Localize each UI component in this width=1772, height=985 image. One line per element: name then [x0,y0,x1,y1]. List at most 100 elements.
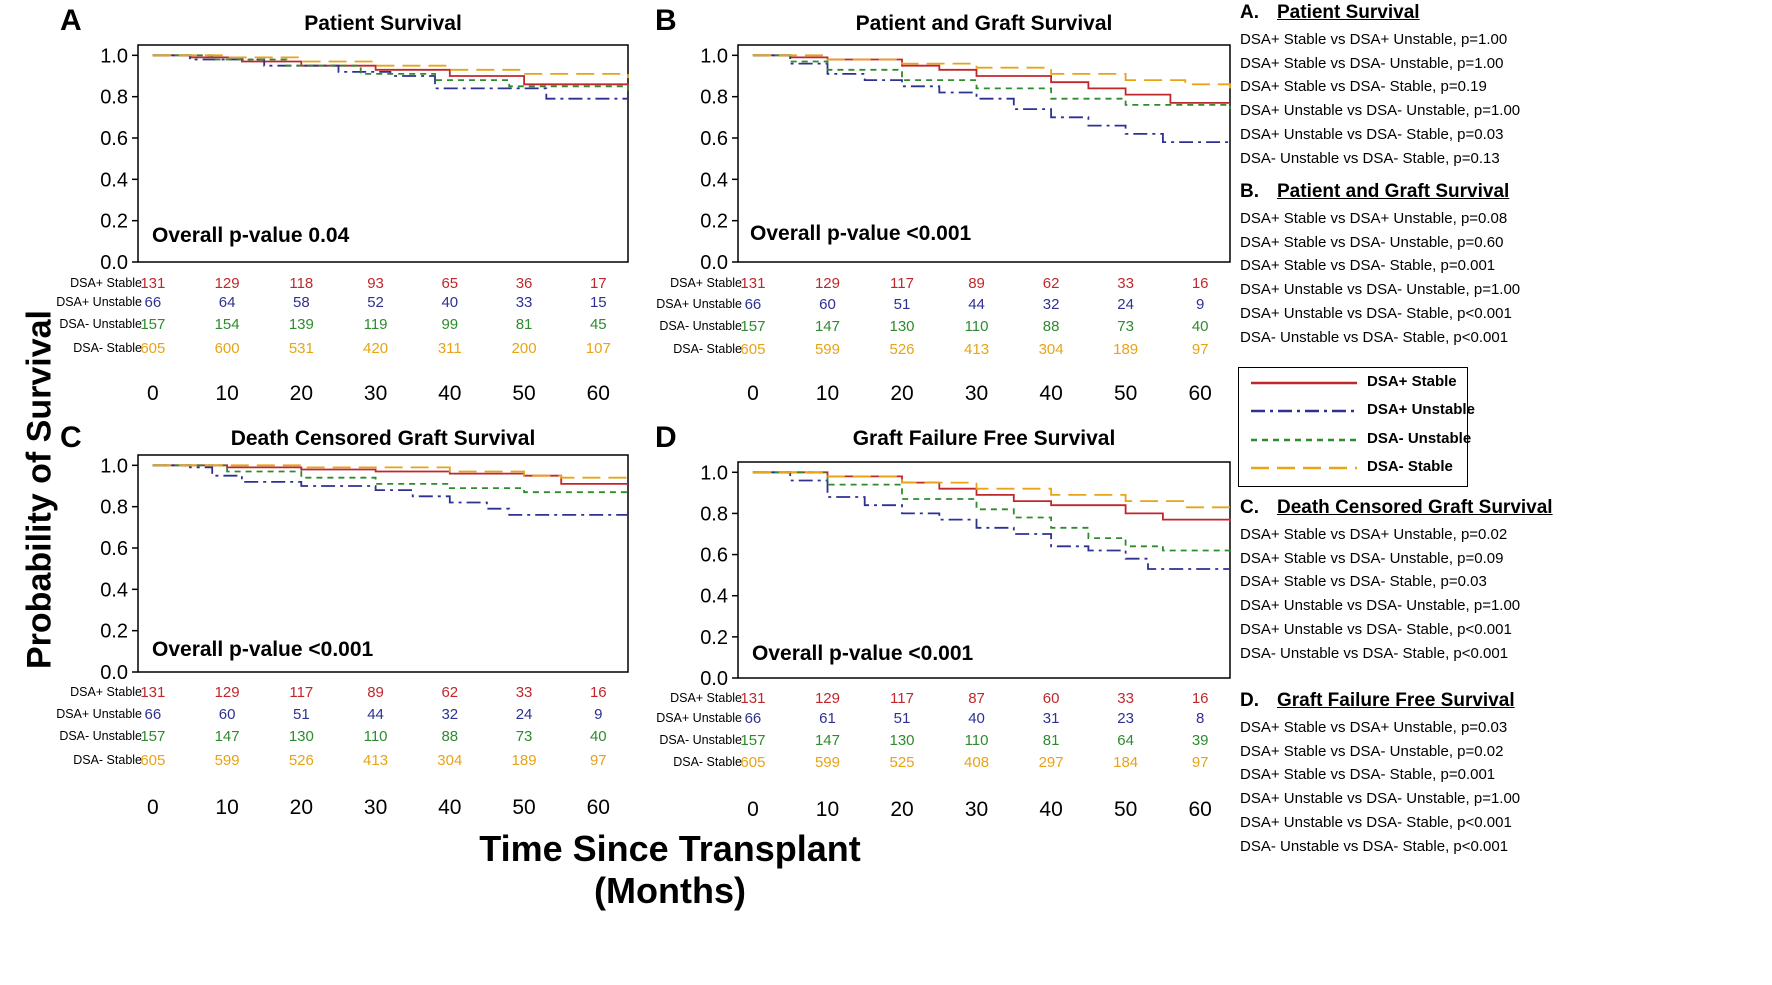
risk-count: 60 [1043,690,1060,707]
y-tick-label: 0.2 [700,211,728,233]
curve-dsa-plus-unstable [152,54,628,100]
legend-label: DSA- Stable [1367,458,1453,475]
curve-dsa-plus-stable [752,54,1230,104]
y-tick-label: 0.4 [100,169,128,191]
risk-count: 117 [890,690,914,707]
risk-count: 119 [364,316,388,333]
stats-panel-b: B. Patient and Graft Survival DSA+ Stable… [1240,181,1570,349]
risk-count: 304 [1039,341,1064,358]
risk-row-label: DSA- Unstable [659,319,742,333]
risk-count: 62 [1043,275,1060,292]
risk-count: 107 [586,340,611,357]
x-tick-label: 50 [1114,798,1137,821]
risk-count: 129 [815,690,840,707]
panel-d: D Graft Failure Free Survival 0.0 0.2 0.4 0.6… [655,421,1231,821]
risk-count: 526 [289,752,314,769]
risk-count: 66 [745,710,762,727]
risk-count: 189 [1113,341,1138,358]
x-tick-label: 40 [438,382,461,405]
risk-count: 15 [590,294,607,311]
risk-row-label: DSA+ Stable [70,276,142,290]
risk-count: 413 [964,341,989,358]
stats-row: DSA- Unstable vs DSA- Stable, p<0.001 [1240,644,1509,662]
curve-dsa-stable [752,471,1231,512]
plot-frame [737,44,1231,263]
x-axis-title: Time Since Transplant (Months) [479,828,861,911]
risk-count: 131 [140,684,165,701]
panel-a: A Patient Survival 0.0 0.2 0.4 0.6 0.8 1.0 Overa… [56,4,629,405]
risk-count: 110 [364,728,388,745]
stats-letter-d: D. [1240,690,1259,711]
curve-dsa-plus-stable [152,464,628,485]
stats-row: DSA+ Stable vs DSA- Unstable, p=1.00 [1240,54,1504,72]
risk-count: 62 [441,684,458,701]
x-tick-label: 60 [587,382,610,405]
legend-line-dsa-plus-unstable [1251,409,1357,413]
stats-heading-b: B. Patient and Graft Survival [1240,181,1570,203]
risk-count: 16 [590,684,607,701]
risk-count: 24 [516,706,533,723]
risk-count: 599 [815,754,840,771]
stats-panel-a: A. Patient Survival DSA+ Stable vs DSA+ U… [1240,2,1570,170]
risk-count: 599 [815,341,840,358]
risk-count: 117 [890,275,914,292]
x-tick-label: 0 [747,382,759,405]
curve-dsa-unstable [752,471,1231,555]
y-tick-label: 0.4 [700,586,728,608]
legend-line-dsa-minus-stable [1251,466,1357,470]
stats-heading-a: A. Patient Survival [1240,2,1570,24]
x-tick-label: 60 [1189,798,1212,821]
stats-row: DSA+ Stable vs DSA- Unstable, p=0.09 [1240,549,1504,567]
y-tick-label: 0.2 [100,621,128,643]
risk-count: 131 [740,690,765,707]
stats-row: DSA+ Unstable vs DSA- Stable, p<0.001 [1240,813,1512,831]
panel-letter: C [60,421,82,454]
stats-row: DSA+ Stable vs DSA- Unstable, p=0.02 [1240,742,1504,760]
risk-count: 526 [889,341,914,358]
x-tick-label: 40 [1039,798,1062,821]
risk-count: 189 [512,752,537,769]
risk-count: 66 [145,294,162,311]
risk-count: 157 [740,318,765,335]
legend-item-dsa-plus-stable: DSA+ Stable [1249,370,1459,396]
risk-count: 33 [1117,275,1134,292]
stats-letter-c: C. [1240,497,1259,518]
risk-count: 131 [140,275,165,292]
risk-count: 51 [894,296,911,313]
risk-count: 131 [740,275,765,292]
stats-row: DSA+ Stable vs DSA- Stable, p=0.001 [1240,766,1496,784]
risk-count: 51 [894,710,911,727]
x-tick-label: 30 [364,382,387,405]
curve-dsa-plus-unstable [752,54,1230,143]
plot-frame [737,461,1231,679]
risk-count: 147 [815,732,840,749]
risk-count: 39 [1192,732,1209,749]
stats-row: DSA+ Stable vs DSA+ Unstable, p=1.00 [1240,31,1508,48]
x-tick-label: 20 [290,796,313,819]
risk-count: 51 [293,706,310,723]
risk-count: 154 [215,316,240,333]
y-tick-label: 0.8 [100,497,128,519]
risk-count: 93 [367,275,384,292]
y-tick-label: 0.0 [700,252,728,274]
curve-dsa-plus-unstable [752,471,1230,570]
overall-p-value: Overall p-value <0.001 [752,642,974,665]
risk-count: 130 [289,728,314,745]
risk-count: 33 [1117,690,1134,707]
curve-dsa-unstable [152,54,629,91]
risk-count: 97 [1192,754,1209,771]
risk-count: 147 [215,728,240,745]
stats-row: DSA- Unstable vs DSA- Stable, p=0.13 [1240,149,1500,167]
stats-row: DSA+ Stable vs DSA- Unstable, p=0.60 [1240,233,1504,251]
risk-count: 60 [819,296,836,313]
y-tick-label: 0.0 [100,252,128,274]
risk-count: 605 [140,752,165,769]
panel-c: C Death Censored Graft Survival 0.0 0.2 0.4 0… [56,421,629,819]
risk-count: 99 [441,316,458,333]
risk-row-label: DSA- Stable [673,342,742,356]
curve-dsa-stable [152,464,628,479]
stats-letter-a: A. [1240,2,1259,23]
stats-row: DSA+ Stable vs DSA+ Unstable, p=0.02 [1240,526,1508,543]
risk-count: 33 [516,294,533,311]
risk-count: 139 [289,316,314,333]
